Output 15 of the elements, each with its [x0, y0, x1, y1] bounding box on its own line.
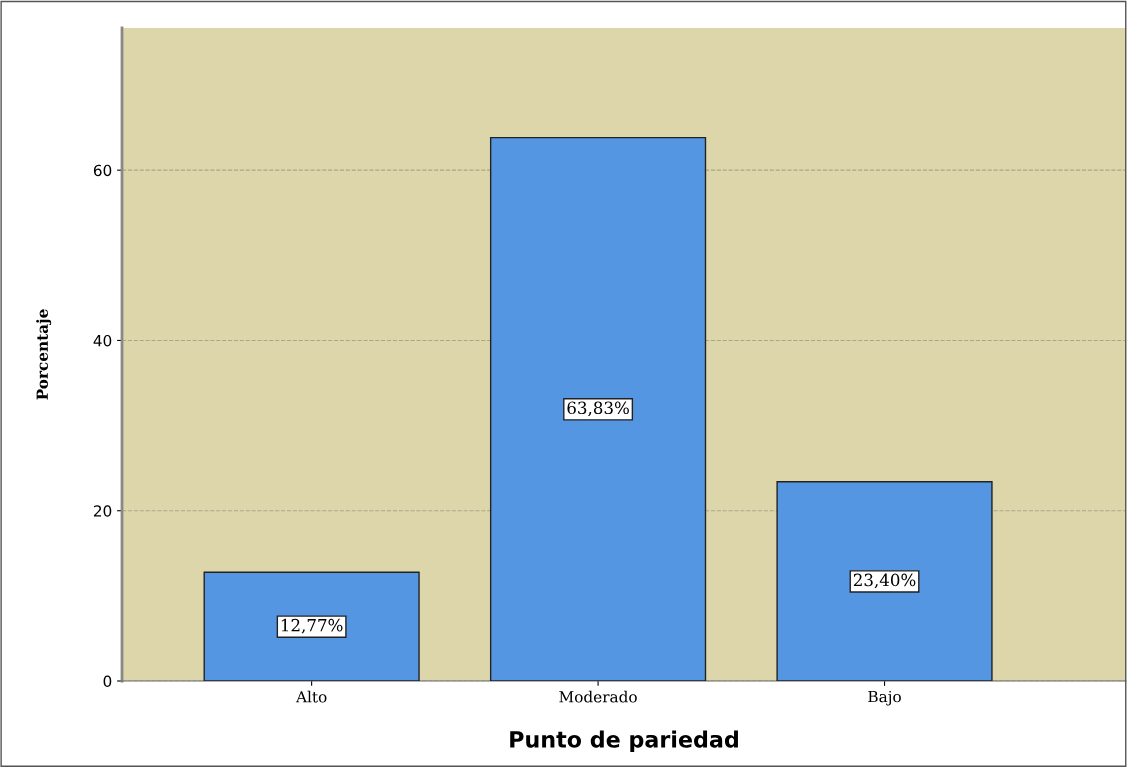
y-tick-label: 60 [93, 164, 112, 177]
bar [776, 481, 993, 681]
data-label: 63,83% [567, 401, 629, 417]
data-label: 23,40% [853, 573, 916, 589]
y-tick-label: 0 [103, 675, 112, 688]
x-tick-label: Bajo [868, 690, 901, 706]
y-tick-label: 20 [93, 505, 112, 517]
data-label: 12,77% [281, 618, 343, 634]
bar [203, 571, 420, 681]
y-axis-title: Porcentaje [36, 309, 52, 400]
bar [489, 136, 707, 681]
y-tick-label: 40 [93, 334, 112, 347]
x-tick-label: Moderado [559, 690, 637, 703]
x-axis-title: Punto de pariedad [510, 730, 738, 753]
x-tick-label: Alto [295, 690, 327, 703]
